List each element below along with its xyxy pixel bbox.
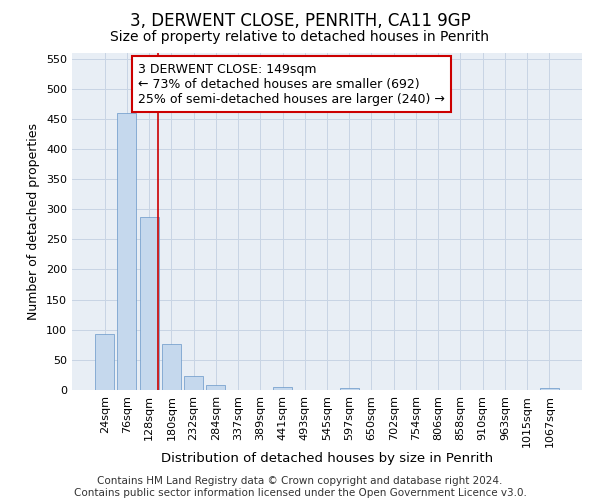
X-axis label: Distribution of detached houses by size in Penrith: Distribution of detached houses by size … — [161, 452, 493, 466]
Bar — [206, 384, 225, 390]
Text: 3 DERWENT CLOSE: 149sqm
← 73% of detached houses are smaller (692)
25% of semi-d: 3 DERWENT CLOSE: 149sqm ← 73% of detache… — [139, 62, 445, 106]
Bar — [273, 387, 292, 390]
Bar — [340, 388, 359, 390]
Bar — [118, 113, 136, 390]
Bar — [540, 388, 559, 390]
Bar — [162, 344, 181, 390]
Text: Contains HM Land Registry data © Crown copyright and database right 2024.
Contai: Contains HM Land Registry data © Crown c… — [74, 476, 526, 498]
Y-axis label: Number of detached properties: Number of detached properties — [28, 122, 40, 320]
Bar — [95, 334, 114, 390]
Bar — [184, 376, 203, 390]
Bar — [140, 217, 158, 390]
Text: Size of property relative to detached houses in Penrith: Size of property relative to detached ho… — [110, 30, 490, 44]
Text: 3, DERWENT CLOSE, PENRITH, CA11 9GP: 3, DERWENT CLOSE, PENRITH, CA11 9GP — [130, 12, 470, 30]
